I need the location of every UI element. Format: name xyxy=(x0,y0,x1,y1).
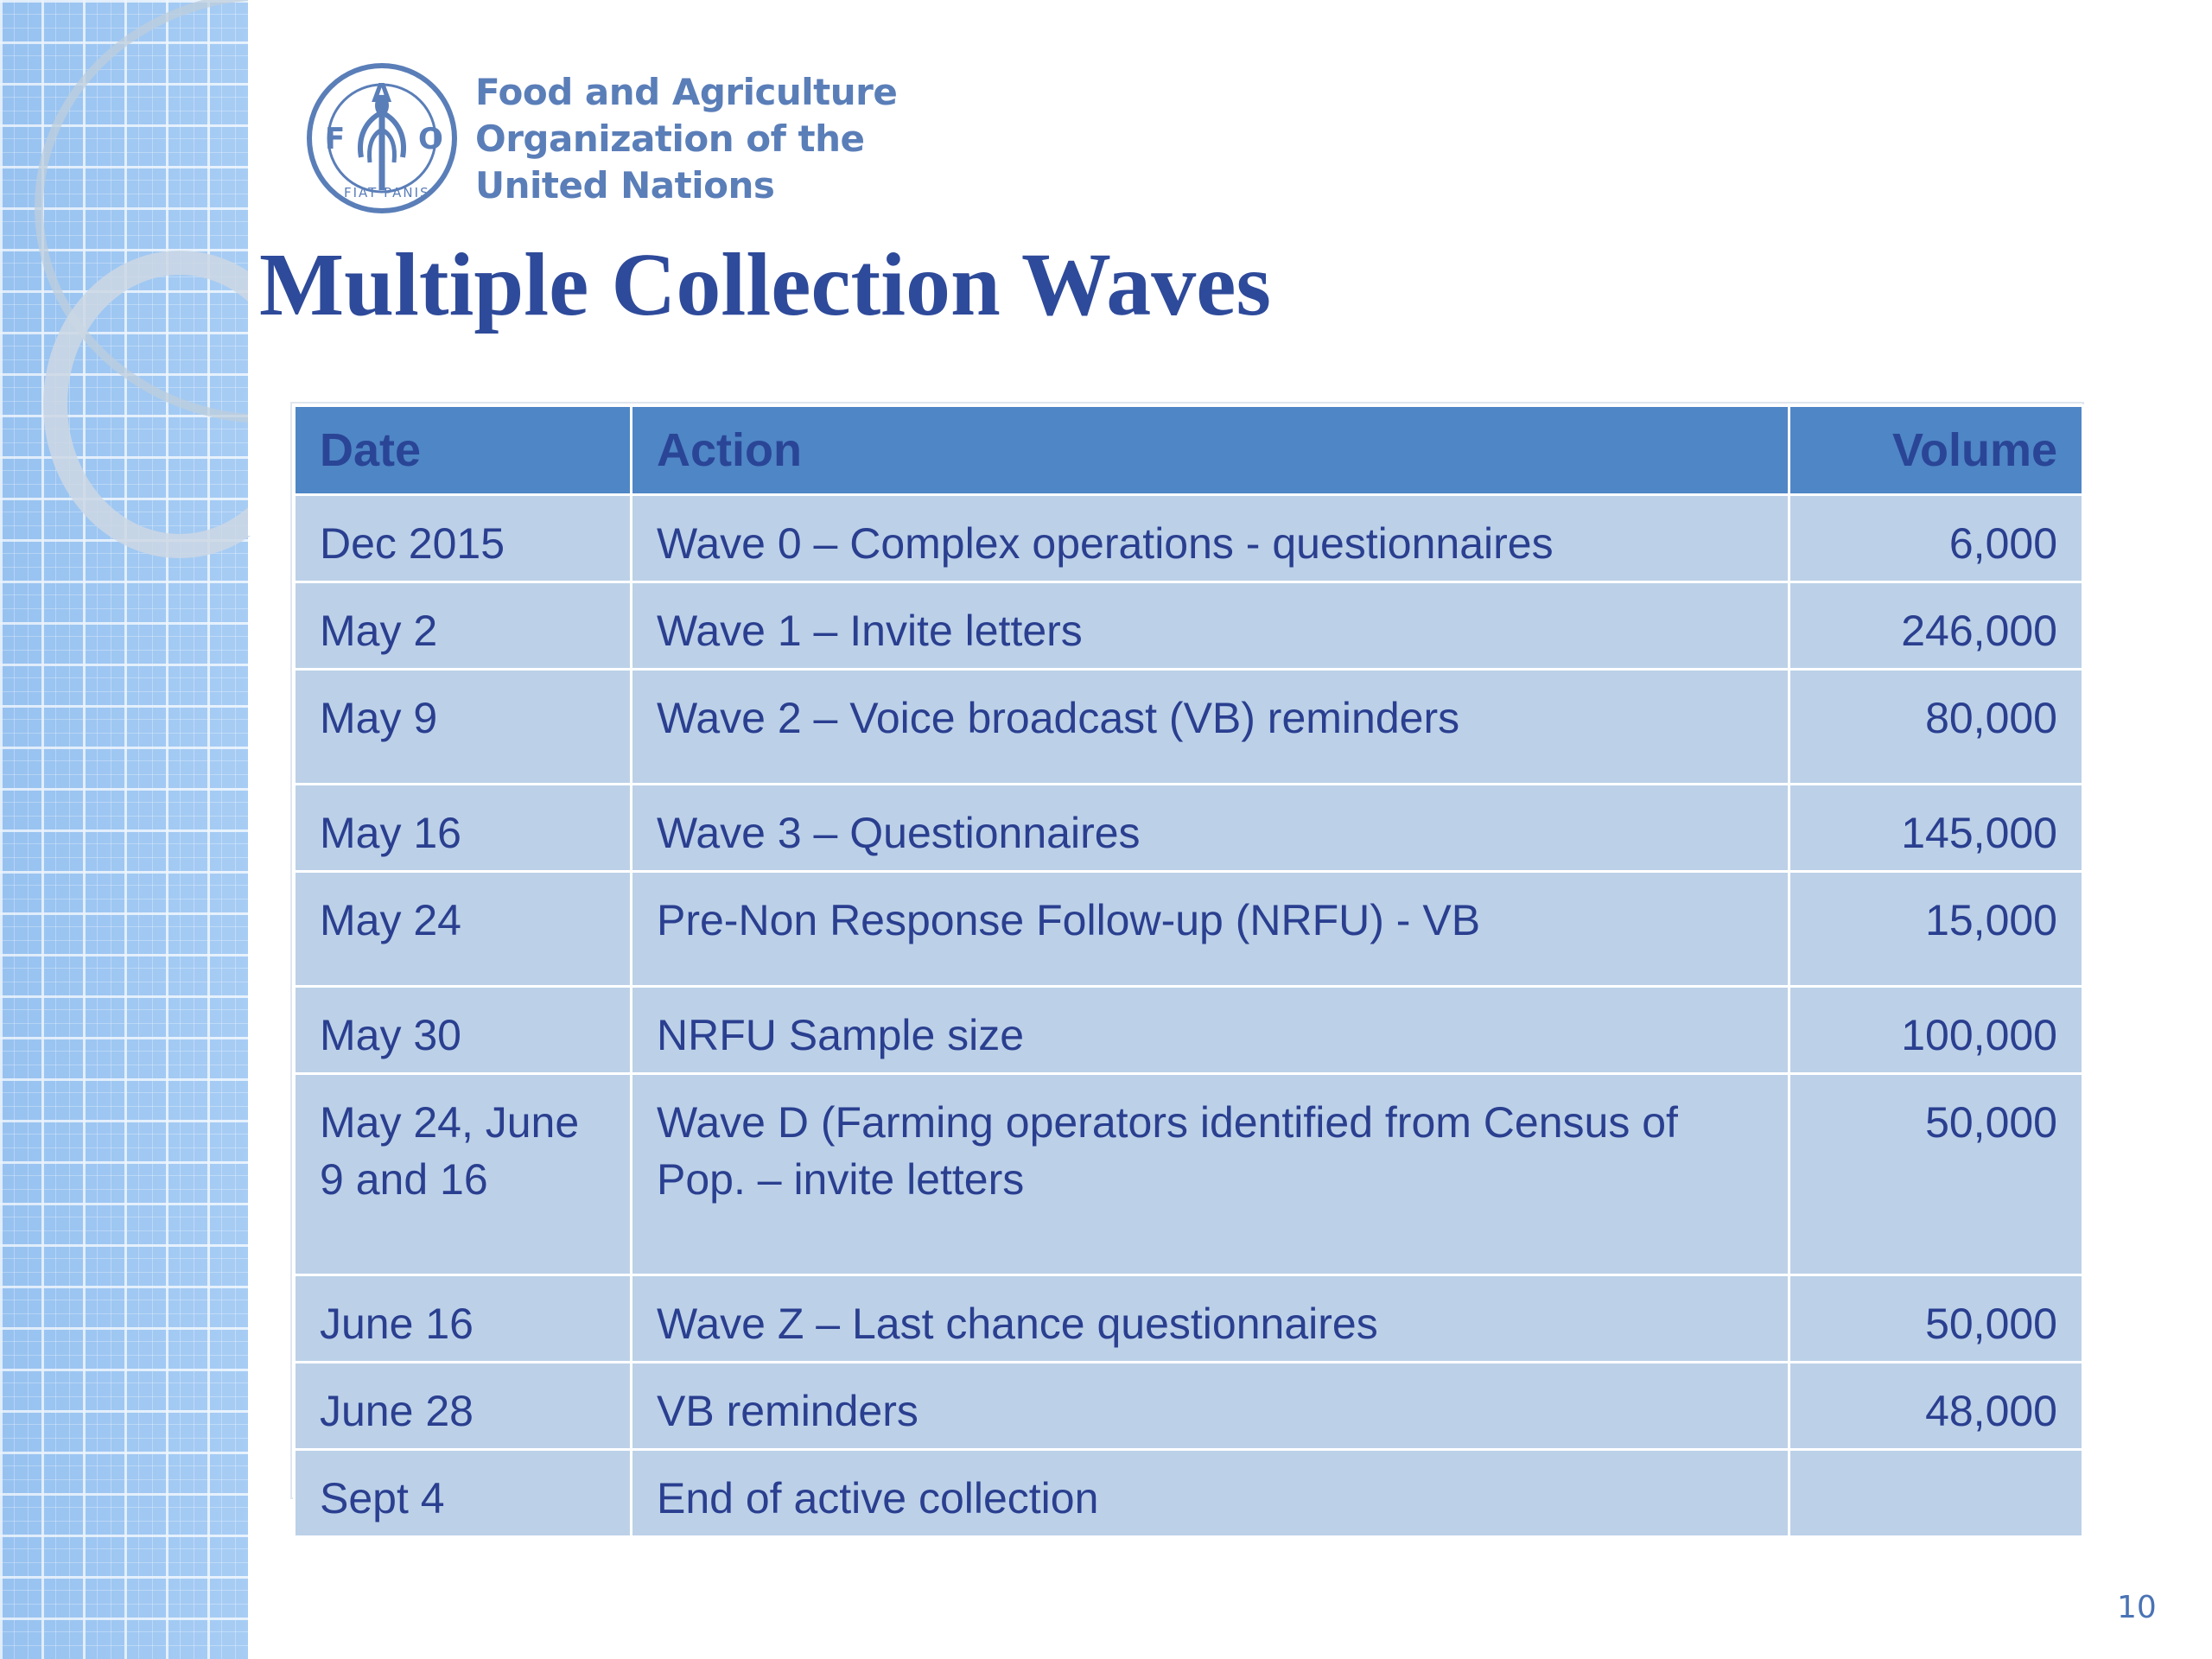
cell-volume: 6,000 xyxy=(1788,493,2084,583)
table-row: May 30 NRFU Sample size 100,000 xyxy=(293,985,2084,1075)
cell-action: Wave 1 – Invite letters xyxy=(630,581,1790,671)
cell-action: Wave 2 – Voice broadcast (VB) reminders xyxy=(630,668,1790,785)
fao-emblem-icon: F A O FIAT PANIS xyxy=(307,63,457,213)
emblem-motto: FIAT PANIS xyxy=(344,185,430,200)
table-row: Dec 2015 Wave 0 – Complex operations - q… xyxy=(293,493,2084,583)
emblem-letter-f: F xyxy=(325,122,345,156)
cell-action: Wave Z – Last chance questionnaires xyxy=(630,1274,1790,1363)
cell-action: Wave D (Farming operators identified fro… xyxy=(630,1072,1790,1276)
cell-date: May 24, June 9 and 16 xyxy=(293,1072,632,1276)
cell-volume xyxy=(1788,1448,2084,1538)
header-volume: Volume xyxy=(1788,404,2084,496)
table-row: May 24, June 9 and 16 Wave D (Farming op… xyxy=(293,1072,2084,1276)
logo-line-3: United Nations xyxy=(475,164,775,207)
cell-volume: 100,000 xyxy=(1788,985,2084,1075)
table-row: May 9 Wave 2 – Voice broadcast (VB) remi… xyxy=(293,668,2084,785)
slide-title: Multiple Collection Waves xyxy=(259,235,1271,334)
emblem-letter-a: A xyxy=(372,79,392,109)
cell-volume: 80,000 xyxy=(1788,668,2084,785)
cell-volume: 48,000 xyxy=(1788,1361,2084,1451)
cell-date: May 24 xyxy=(293,870,632,988)
cell-volume: 145,000 xyxy=(1788,783,2084,873)
page-number: 10 xyxy=(2117,1590,2157,1625)
cell-date: May 2 xyxy=(293,581,632,671)
cell-date: May 9 xyxy=(293,668,632,785)
cell-action: Wave 0 – Complex operations - questionna… xyxy=(630,493,1790,583)
table-row: June 28 VB reminders 48,000 xyxy=(293,1361,2084,1451)
cell-date: June 28 xyxy=(293,1361,632,1451)
collection-waves-table: Date Action Volume Dec 2015 Wave 0 – Com… xyxy=(293,404,2084,1538)
cell-volume: 246,000 xyxy=(1788,581,2084,671)
cell-date: Dec 2015 xyxy=(293,493,632,583)
cell-action: NRFU Sample size xyxy=(630,985,1790,1075)
cell-date: Sept 4 xyxy=(293,1448,632,1538)
logo-line-2: Organization of the xyxy=(475,118,865,160)
table-row: May 2 Wave 1 – Invite letters 246,000 xyxy=(293,581,2084,671)
cell-action: Wave 3 – Questionnaires xyxy=(630,783,1790,873)
table-row: Sept 4 End of active collection xyxy=(293,1448,2084,1538)
cell-date: May 16 xyxy=(293,783,632,873)
cell-date: May 30 xyxy=(293,985,632,1075)
logo-line-1: Food and Agriculture xyxy=(475,71,898,113)
cell-volume: 50,000 xyxy=(1788,1274,2084,1363)
cell-action: End of active collection xyxy=(630,1448,1790,1538)
table-row: June 16 Wave Z – Last chance questionnai… xyxy=(293,1274,2084,1363)
cell-volume: 50,000 xyxy=(1788,1072,2084,1276)
emblem-letter-o: O xyxy=(418,122,443,156)
cell-action: Pre-Non Response Follow-up (NRFU) - VB xyxy=(630,870,1790,988)
cell-date: June 16 xyxy=(293,1274,632,1363)
table-header-row: Date Action Volume xyxy=(293,404,2084,496)
header-date: Date xyxy=(293,404,632,496)
cell-action: VB reminders xyxy=(630,1361,1790,1451)
table-row: May 24 Pre-Non Response Follow-up (NRFU)… xyxy=(293,870,2084,988)
header-action: Action xyxy=(630,404,1790,496)
cell-volume: 15,000 xyxy=(1788,870,2084,988)
fao-logo-wordmark: Food and Agriculture Organization of the… xyxy=(475,69,898,209)
table-row: May 16 Wave 3 – Questionnaires 145,000 xyxy=(293,783,2084,873)
